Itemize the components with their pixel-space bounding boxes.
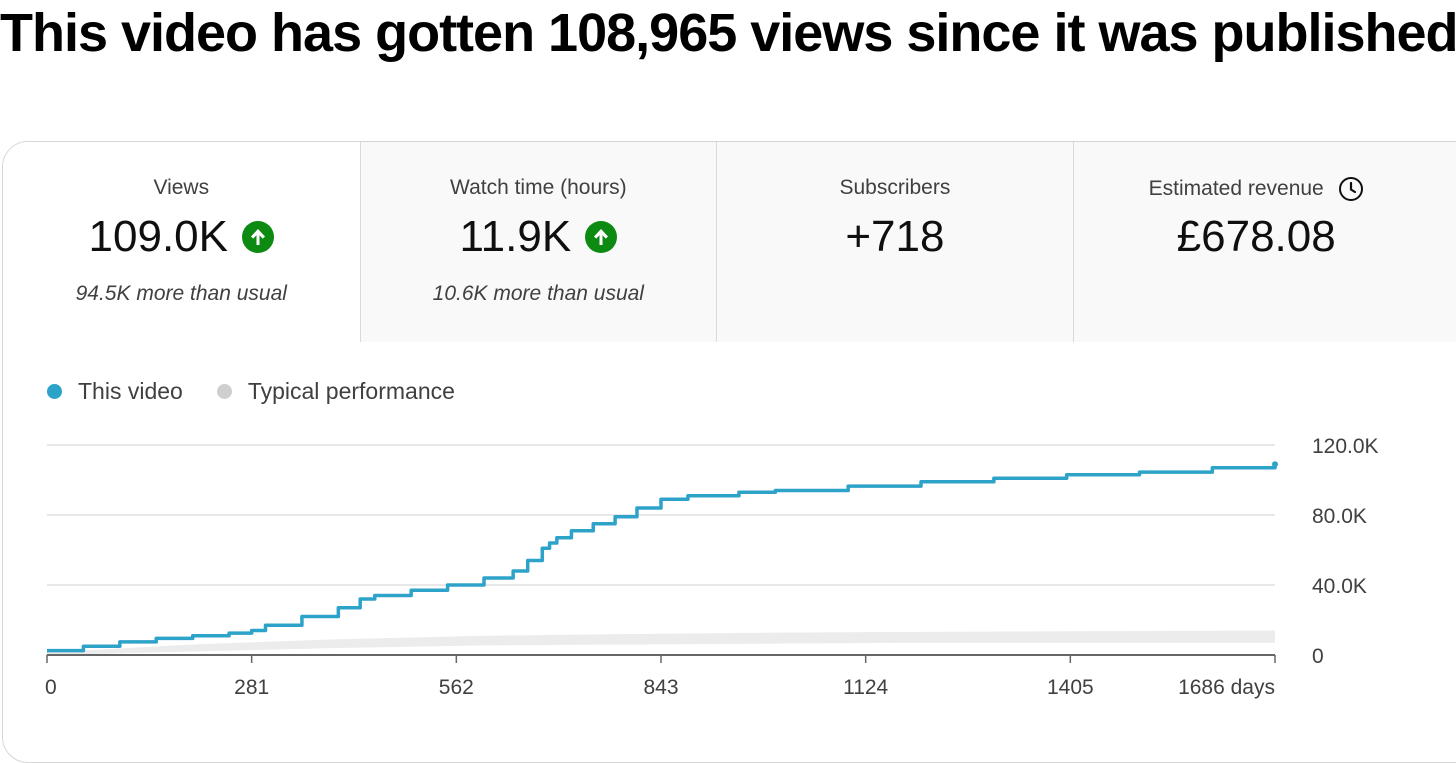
metric-note: 94.5K more than usual [75, 282, 287, 305]
x-tick-label: 281 [234, 676, 269, 699]
metric-label: Views [153, 176, 210, 199]
metric-label: Subscribers [839, 176, 951, 199]
metric-tile-revenue[interactable]: Estimated revenue £678.08 [1072, 142, 1456, 342]
typical-performance-band [47, 630, 1275, 655]
analytics-card: Views 109.0K 94.5K more than usual Watch… [2, 141, 1456, 763]
metric-value: +718 [845, 212, 945, 261]
metric-value-row: 11.9K [361, 212, 717, 262]
arrow-up-icon [242, 221, 274, 253]
metric-label: Watch time (hours) [450, 176, 627, 199]
legend-dot-typical [216, 384, 232, 399]
x-tick-label: 0 [45, 676, 57, 699]
arrow-up-icon [585, 221, 618, 253]
metric-value-row: +718 [717, 212, 1073, 262]
metric-value-row: 109.0K [3, 212, 360, 262]
legend-item-typical[interactable]: Typical performance [216, 378, 455, 405]
metric-tiles: Views 109.0K 94.5K more than usual Watch… [3, 142, 1456, 342]
metric-label-row: Estimated revenue [1074, 176, 1439, 202]
metric-tile-watch-time[interactable]: Watch time (hours) 11.9K 10.6K more than… [359, 142, 717, 342]
headline: This video has gotten 108,965 views sinc… [0, 3, 1456, 63]
legend-label: This video [78, 378, 183, 404]
x-tick-label: 1686 days [1178, 676, 1275, 699]
metric-note: 10.6K more than usual [432, 282, 644, 305]
metric-label: Estimated revenue [1148, 177, 1324, 200]
x-tick-label: 843 [643, 676, 678, 699]
y-tick-label: 40.0K [1312, 575, 1367, 598]
metric-value: 11.9K [459, 212, 572, 261]
y-tick-label: 0 [1312, 645, 1324, 668]
clock-icon[interactable] [1338, 176, 1364, 202]
views-line-chart: 0 281 562 843 1124 1405 1686 days 0 40.0K 80.0K 12… [45, 435, 1379, 699]
legend-label: Typical performance [247, 378, 455, 404]
legend-dot-this-video [47, 384, 62, 399]
y-tick-label: 120.0K [1312, 435, 1379, 458]
chart-legend: This video Typical performance [47, 378, 489, 405]
x-tick-label: 1124 [843, 676, 888, 699]
series-end-point [1272, 461, 1278, 468]
x-tick-label: 1405 [1047, 676, 1094, 699]
legend-item-this-video[interactable]: This video [47, 378, 183, 405]
x-tick-label: 562 [439, 676, 474, 699]
metric-value: £678.08 [1176, 212, 1336, 261]
metric-tile-views[interactable]: Views 109.0K 94.5K more than usual [3, 142, 360, 342]
metric-value: 109.0K [88, 212, 228, 261]
series-line-this-video [47, 464, 1277, 653]
metric-value-row: £678.08 [1074, 212, 1439, 262]
y-tick-label: 80.0K [1312, 505, 1367, 528]
metric-tile-subscribers[interactable]: Subscribers +718 [716, 142, 1073, 342]
